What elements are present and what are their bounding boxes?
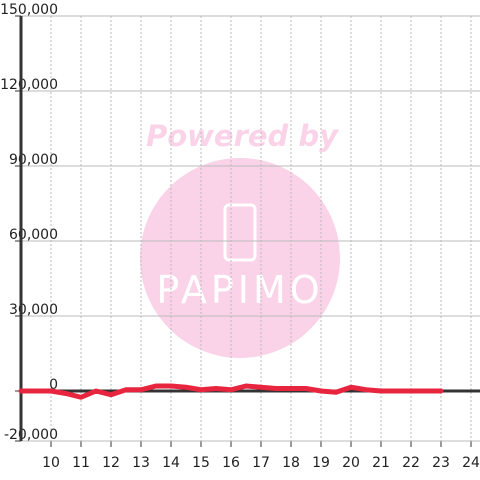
watermark-title: Powered by <box>146 119 339 153</box>
x-tick-label: 20 <box>342 455 360 471</box>
x-tick-label: 15 <box>192 455 210 471</box>
x-tick-label: 18 <box>282 455 300 471</box>
x-tick-label: 17 <box>252 455 270 471</box>
y-tick-label: -20,000 <box>4 427 58 443</box>
x-tick-label: 16 <box>222 455 240 471</box>
x-tick-label: 22 <box>402 455 420 471</box>
x-tick-label: 19 <box>312 455 330 471</box>
x-tick-label: 21 <box>372 455 390 471</box>
x-tick-label: 12 <box>102 455 120 471</box>
y-tick-label: 30,000 <box>9 302 58 318</box>
x-tick-label: 24 <box>462 455 480 471</box>
line <box>18 383 444 400</box>
x-tick-label: 13 <box>132 455 150 471</box>
x-tick-label: 10 <box>42 455 60 471</box>
watermark-circle <box>140 158 340 358</box>
y-tick-label: 90,000 <box>9 152 58 168</box>
x-tick-label: 11 <box>72 455 90 471</box>
y-tick-label: 0 <box>49 377 58 393</box>
y-tick-label: 60,000 <box>9 227 58 243</box>
y-tick-label: 150,000 <box>0 2 58 18</box>
watermark-icon <box>223 203 257 262</box>
x-tick-label: 23 <box>432 455 450 471</box>
x-tick-label: 14 <box>162 455 180 471</box>
watermark-logo: PAPIMO <box>156 268 323 312</box>
y-tick-label: 120,000 <box>0 77 58 93</box>
